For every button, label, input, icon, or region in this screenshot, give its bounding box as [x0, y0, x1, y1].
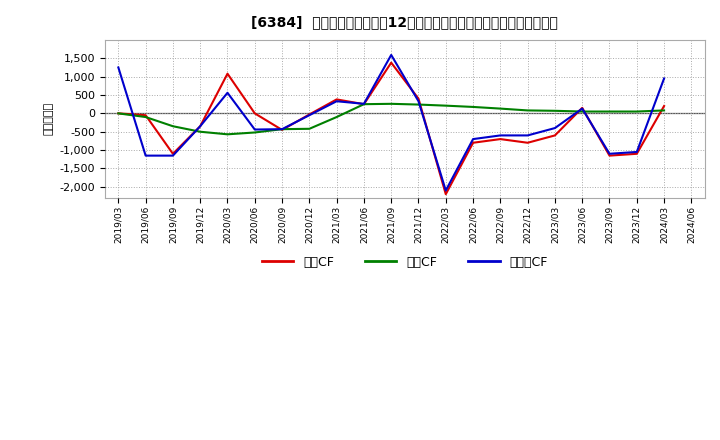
投資CF — [496, 106, 505, 111]
投資CF — [196, 129, 204, 134]
フリーCF — [496, 133, 505, 138]
投資CF — [441, 103, 450, 108]
フリーCF — [141, 153, 150, 158]
Line: フリーCF: フリーCF — [118, 55, 664, 191]
Line: 投資CF: 投資CF — [118, 104, 664, 134]
営業CF — [606, 153, 614, 158]
投資CF — [523, 108, 532, 113]
フリーCF — [551, 125, 559, 131]
フリーCF — [114, 65, 122, 70]
フリーCF — [469, 136, 477, 142]
フリーCF — [578, 106, 587, 111]
営業CF — [141, 113, 150, 118]
フリーCF — [606, 151, 614, 157]
Title: [6384]  キャッシュフローの12か月移動合計の対前年同期増減額の推移: [6384] キャッシュフローの12か月移動合計の対前年同期増減額の推移 — [251, 15, 558, 29]
フリーCF — [333, 99, 341, 104]
営業CF — [333, 97, 341, 102]
営業CF — [632, 151, 641, 157]
フリーCF — [223, 90, 232, 95]
投資CF — [359, 102, 368, 107]
営業CF — [387, 60, 395, 65]
投資CF — [606, 109, 614, 114]
Legend: 営業CF, 投資CF, フリーCF: 営業CF, 投資CF, フリーCF — [256, 251, 553, 274]
投資CF — [305, 126, 314, 132]
営業CF — [414, 96, 423, 101]
営業CF — [578, 105, 587, 110]
投資CF — [141, 114, 150, 120]
投資CF — [223, 132, 232, 137]
営業CF — [196, 124, 204, 129]
投資CF — [168, 124, 177, 129]
営業CF — [251, 111, 259, 116]
営業CF — [223, 71, 232, 76]
投資CF — [387, 101, 395, 106]
営業CF — [441, 191, 450, 197]
投資CF — [551, 108, 559, 114]
営業CF — [168, 151, 177, 157]
投資CF — [660, 108, 668, 113]
フリーCF — [305, 113, 314, 118]
Y-axis label: （百万円）: （百万円） — [44, 103, 54, 136]
フリーCF — [660, 76, 668, 81]
フリーCF — [441, 188, 450, 193]
フリーCF — [414, 99, 423, 104]
フリーCF — [523, 133, 532, 138]
投資CF — [469, 104, 477, 110]
フリーCF — [168, 153, 177, 158]
営業CF — [523, 140, 532, 145]
営業CF — [278, 127, 287, 132]
フリーCF — [359, 101, 368, 106]
投資CF — [278, 127, 287, 132]
フリーCF — [278, 127, 287, 132]
投資CF — [333, 114, 341, 120]
投資CF — [114, 111, 122, 116]
営業CF — [359, 102, 368, 107]
フリーCF — [387, 52, 395, 58]
投資CF — [414, 102, 423, 107]
営業CF — [305, 112, 314, 117]
営業CF — [469, 140, 477, 145]
営業CF — [660, 103, 668, 109]
フリーCF — [251, 127, 259, 132]
営業CF — [114, 111, 122, 116]
投資CF — [251, 130, 259, 135]
Line: 営業CF: 営業CF — [118, 62, 664, 194]
投資CF — [578, 109, 587, 114]
投資CF — [632, 109, 641, 114]
フリーCF — [196, 124, 204, 129]
フリーCF — [632, 149, 641, 154]
営業CF — [496, 136, 505, 142]
営業CF — [551, 133, 559, 138]
